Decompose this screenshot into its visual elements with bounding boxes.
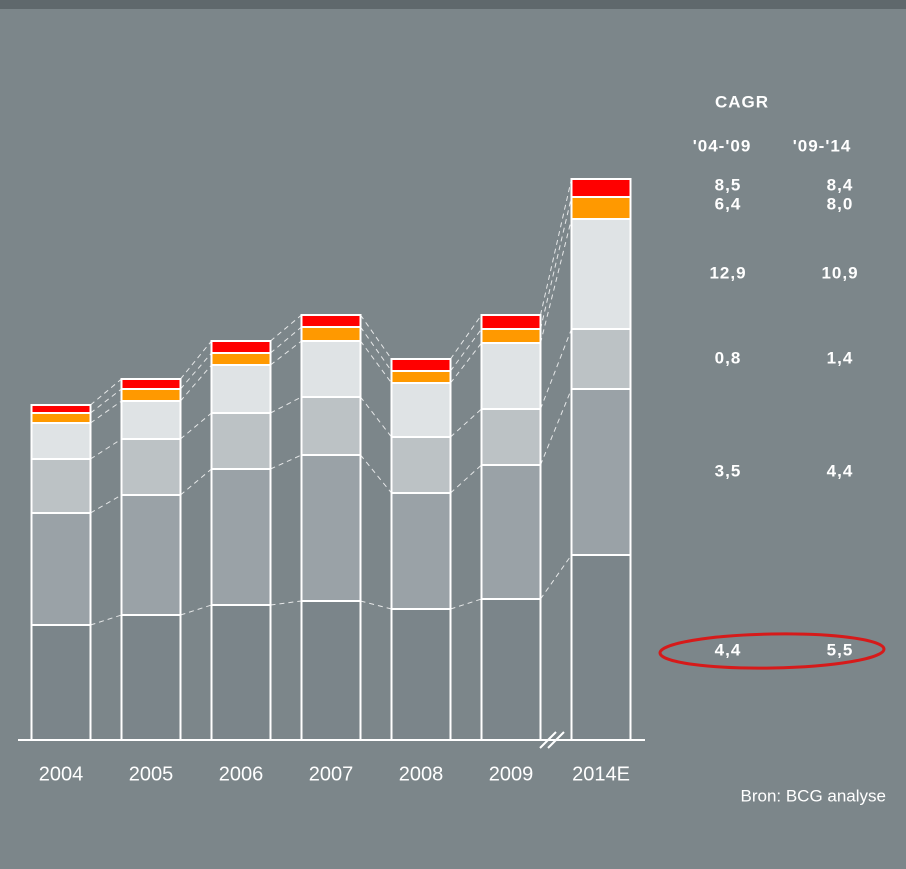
cagr-title: CAGR: [715, 92, 769, 111]
bar-segment: [570, 178, 632, 198]
cagr-value: 4,4: [827, 461, 854, 480]
bar-segment: [570, 328, 632, 390]
connector: [90, 400, 122, 424]
bar-segment: [120, 388, 182, 402]
bar-segment: [210, 412, 272, 470]
bar-segment: [210, 340, 272, 354]
x-tick-label: 2005: [129, 763, 174, 785]
bar-segment: [210, 364, 272, 414]
bar-segment: [210, 468, 272, 606]
bar-segment: [30, 422, 92, 460]
bar-segment: [570, 554, 632, 741]
connector: [180, 468, 212, 496]
connector: [180, 340, 212, 380]
bar-segment: [570, 196, 632, 220]
cagr-value: 5,5: [827, 640, 854, 659]
x-tick-label: 2004: [39, 763, 84, 785]
connector: [180, 352, 212, 390]
cagr-value: 8,0: [827, 194, 854, 213]
bar-segment: [570, 218, 632, 330]
bar-segment: [30, 512, 92, 626]
bar-segment: [30, 412, 92, 424]
bar-segment: [300, 314, 362, 328]
bar-segment: [390, 358, 452, 372]
cagr-value: 0,8: [715, 348, 742, 367]
bar-segment: [210, 604, 272, 741]
source: Bron: BCG analyse: [740, 786, 886, 805]
connector: [90, 438, 122, 460]
connector: [90, 388, 122, 414]
connector: [270, 326, 302, 354]
bar-segment: [30, 404, 92, 414]
x-tick-label: 2014E: [572, 763, 630, 785]
cagr-value: 8,4: [827, 175, 854, 194]
x-tick-label: 2006: [219, 763, 264, 785]
cagr-value: 10,9: [821, 263, 858, 282]
bar-segment: [120, 614, 182, 741]
bar-segment: [390, 608, 452, 741]
cagr-value: 3,5: [715, 461, 742, 480]
bar-segment: [390, 370, 452, 384]
bar-segment: [300, 454, 362, 602]
cagr-header: '04-'09: [693, 136, 752, 155]
top-band: [0, 0, 906, 9]
bar-segment: [30, 458, 92, 514]
bar-segment: [120, 494, 182, 616]
bar-segment: [390, 382, 452, 438]
connector: [90, 494, 122, 514]
bar-segment: [120, 378, 182, 390]
connector: [270, 340, 302, 366]
bar-segment: [570, 388, 632, 556]
bar-segment: [120, 438, 182, 496]
cagr-value: 12,9: [709, 263, 746, 282]
bar-segment: [390, 436, 452, 494]
connector: [270, 314, 302, 342]
connector: [540, 196, 572, 330]
connector: [270, 454, 302, 470]
bar-segment: [210, 352, 272, 366]
x-tick-label: 2009: [489, 763, 534, 785]
cagr-header: '09-'14: [793, 136, 852, 155]
connector: [180, 604, 212, 616]
bar-segment: [480, 328, 542, 344]
bar-segment: [480, 314, 542, 330]
connector: [180, 412, 212, 440]
cagr-value: 8,5: [715, 175, 742, 194]
connector: [90, 378, 122, 406]
bar-segment: [120, 400, 182, 440]
bar-segment: [300, 396, 362, 456]
connector: [540, 218, 572, 344]
axis-break: [547, 731, 565, 749]
x-tick-label: 2008: [399, 763, 444, 785]
x-tick-label: 2007: [309, 763, 354, 785]
bar-segment: [390, 492, 452, 610]
bar-segment: [300, 326, 362, 342]
connector: [270, 396, 302, 414]
connector: [90, 614, 122, 626]
connector: [360, 454, 392, 494]
connector: [180, 364, 212, 402]
axis-break: [539, 731, 557, 749]
connector: [540, 388, 572, 466]
connector: [450, 598, 482, 610]
bar-segment: [30, 624, 92, 741]
cagr-value: 6,4: [715, 194, 742, 213]
cagr-value: 4,4: [715, 640, 742, 659]
highlight-ellipse: [658, 632, 886, 670]
bar-segment: [480, 598, 542, 741]
bar-segment: [300, 340, 362, 398]
cagr-value: 1,4: [827, 348, 854, 367]
bar-segment: [480, 408, 542, 466]
bar-segment: [480, 464, 542, 600]
bar-segment: [480, 342, 542, 410]
connector: [450, 408, 482, 438]
bar-segment: [300, 600, 362, 741]
connector: [450, 464, 482, 494]
